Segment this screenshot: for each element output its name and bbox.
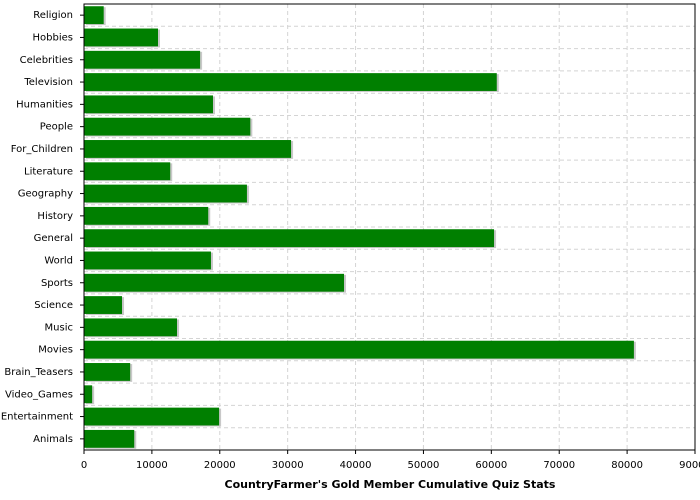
x-tick-label: 70000 — [543, 460, 575, 471]
y-tick-label: For_Children — [11, 144, 73, 155]
y-tick-label: Movies — [38, 345, 73, 356]
x-tick-label: 80000 — [611, 460, 643, 471]
bar — [84, 117, 251, 136]
y-tick-label: Brain_Teasers — [4, 367, 73, 378]
y-tick-label: Celebrities — [20, 55, 73, 66]
y-tick-label: Television — [23, 77, 73, 88]
x-tick-label: 60000 — [475, 460, 507, 471]
y-tick-label: Music — [45, 322, 73, 333]
y-tick-label: Video_Games — [5, 389, 73, 400]
bar — [84, 385, 93, 404]
y-tick-label: World — [44, 255, 73, 266]
y-tick-label: Science — [34, 300, 73, 311]
bar — [84, 407, 220, 426]
bar — [84, 429, 135, 448]
bar — [84, 184, 247, 203]
bar — [84, 95, 213, 114]
bar — [84, 73, 497, 91]
x-tick-label: 30000 — [272, 460, 304, 471]
bar — [84, 162, 171, 181]
bar — [84, 363, 131, 381]
bar — [84, 296, 123, 314]
x-tick-label: 0 — [81, 460, 87, 471]
y-tick-label: Literature — [24, 166, 73, 177]
x-tick-label: 90000 — [679, 460, 700, 471]
x-tick-label: 10000 — [136, 460, 168, 471]
x-axis-label: CountryFarmer's Gold Member Cumulative Q… — [225, 478, 556, 491]
bar — [84, 229, 495, 248]
bar — [84, 318, 178, 337]
x-tick-label: 20000 — [204, 460, 236, 471]
y-tick-label: Entertainment — [1, 412, 73, 423]
y-tick-label: Hobbies — [33, 32, 73, 43]
bar — [84, 206, 209, 225]
bar — [84, 140, 292, 158]
bar — [84, 6, 104, 25]
bar — [84, 340, 634, 359]
y-tick-label: Geography — [18, 189, 73, 200]
y-tick-label: General — [34, 233, 73, 244]
y-tick-label: History — [37, 211, 73, 222]
bar — [84, 50, 201, 69]
bar — [84, 28, 158, 47]
x-tick-label: 50000 — [408, 460, 440, 471]
y-tick-label: Religion — [33, 10, 73, 21]
y-tick-label: Animals — [33, 434, 73, 445]
x-tick-label: 40000 — [340, 460, 372, 471]
y-tick-label: Sports — [41, 278, 73, 289]
y-tick-label: Humanities — [16, 99, 73, 110]
y-tick-label: People — [40, 122, 73, 133]
bar — [84, 273, 345, 292]
plot-frame — [83, 3, 696, 451]
bar — [84, 251, 211, 270]
